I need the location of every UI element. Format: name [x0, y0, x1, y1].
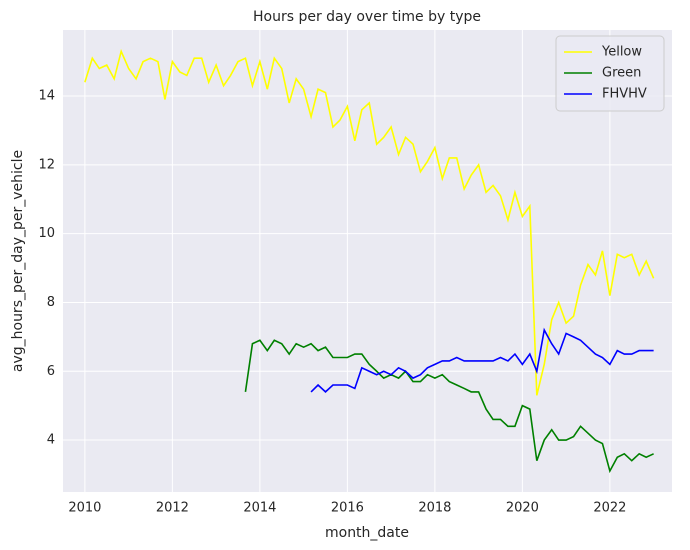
legend: Yellow Green FHVHV	[555, 35, 665, 112]
y-tick-label: 8	[47, 295, 55, 310]
legend-label: Green	[602, 66, 641, 81]
y-axis-label: avg_hours_per_day_per_vehicle	[10, 150, 26, 372]
x-tick-label: 2020	[506, 501, 539, 516]
y-tick-label: 6	[47, 364, 55, 379]
y-tick-label: 4	[47, 433, 55, 448]
x-axis-label: month_date	[325, 525, 409, 541]
legend-label: FHVHV	[602, 87, 647, 102]
series-line	[310, 327, 654, 393]
chart-title: Hours per day over time by type	[253, 9, 481, 25]
x-tick-label: 2014	[243, 501, 276, 516]
y-tick-label: 14	[38, 89, 55, 104]
x-tick-label: 2010	[68, 501, 101, 516]
legend-box	[555, 35, 665, 112]
series-line	[84, 48, 655, 396]
series-line	[244, 339, 654, 474]
x-tick-label: 2012	[156, 501, 189, 516]
x-tick-label: 2018	[418, 501, 451, 516]
y-tick-label: 12	[38, 157, 55, 172]
lines	[84, 48, 655, 474]
y-tick-label: 10	[38, 226, 55, 241]
legend-label: Yellow	[601, 45, 642, 60]
x-tick-label: 2022	[593, 501, 626, 516]
x-tick-label: 2016	[331, 501, 364, 516]
